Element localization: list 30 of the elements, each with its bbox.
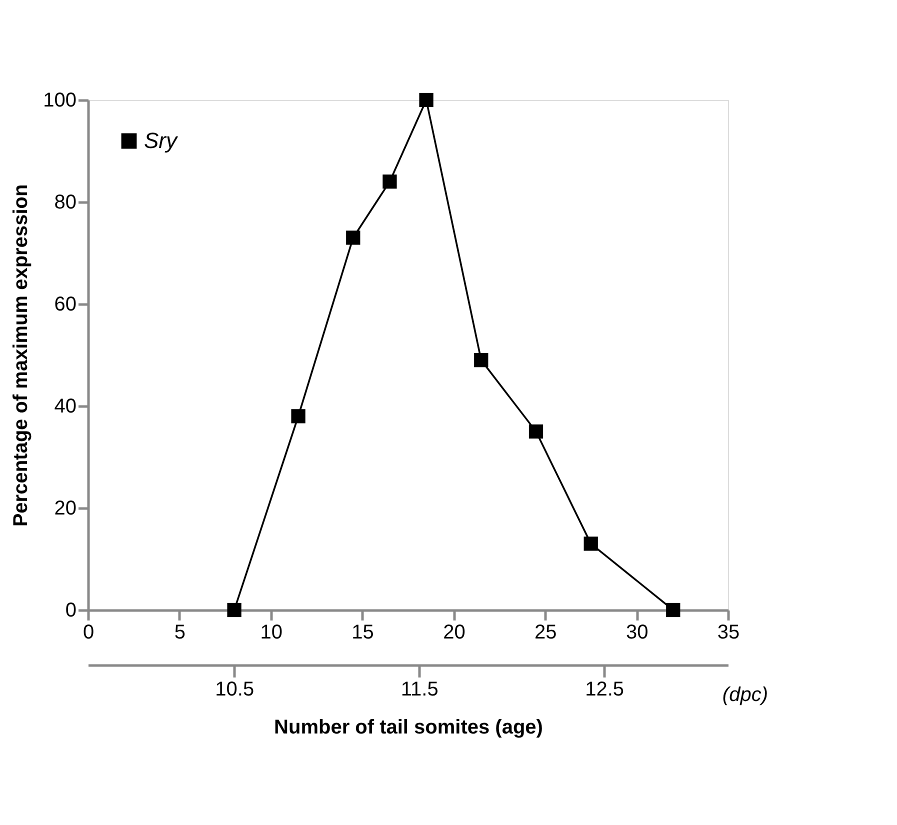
x2-tick-label: 10.5 bbox=[215, 678, 254, 700]
y-tick-label: 60 bbox=[54, 294, 76, 316]
x-tick-label: 5 bbox=[174, 622, 186, 644]
point bbox=[584, 536, 598, 551]
x2-tick-label: 12.5 bbox=[585, 678, 624, 700]
x-tick-label: 0 bbox=[82, 622, 94, 644]
y-tick-label: 0 bbox=[65, 600, 76, 622]
x2-tick-label: 11.5 bbox=[400, 678, 438, 700]
point bbox=[474, 353, 488, 368]
point bbox=[291, 409, 306, 424]
y-tick-label: 20 bbox=[54, 498, 76, 520]
point bbox=[528, 424, 544, 439]
x-axis-title: Number of tail somites (age) bbox=[274, 716, 543, 738]
y-tick-label: 100 bbox=[43, 90, 76, 112]
x-tick-label: 15 bbox=[352, 622, 374, 644]
x-tick-label: 30 bbox=[626, 622, 648, 644]
x-tick-label: 20 bbox=[443, 622, 466, 644]
point bbox=[419, 92, 434, 108]
point bbox=[227, 602, 242, 618]
x-tick-label: 25 bbox=[534, 622, 557, 644]
x2-axis-title: (dpc) bbox=[722, 684, 768, 706]
point bbox=[666, 602, 680, 618]
point bbox=[346, 230, 360, 245]
legend-label: Sry bbox=[144, 128, 179, 153]
y-tick-label: 80 bbox=[54, 192, 76, 214]
y-tick-label: 40 bbox=[54, 396, 76, 418]
point bbox=[382, 174, 397, 189]
x-tick-label: 10 bbox=[260, 622, 282, 644]
y-axis-title: Percentage of maximum expression bbox=[10, 184, 32, 527]
x-tick-label: 35 bbox=[717, 622, 740, 644]
